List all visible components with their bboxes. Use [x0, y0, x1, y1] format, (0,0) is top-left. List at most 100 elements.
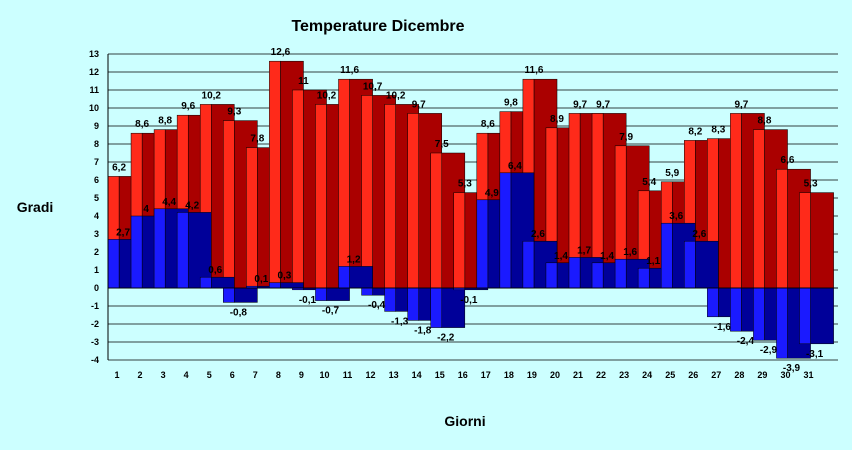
x-tick-label: 5 [207, 370, 212, 380]
min-data-label: 0,1 [254, 274, 268, 285]
x-tick-label: 1 [114, 370, 119, 380]
x-tick-label: 12 [366, 370, 376, 380]
y-tick-label: -3 [91, 337, 99, 347]
min-data-label: 1,1 [646, 256, 660, 267]
chart-title: Temperature Dicembre [291, 18, 464, 35]
max-data-label: 9,8 [504, 98, 518, 109]
x-tick-label: 19 [527, 370, 537, 380]
x-tick-label: 20 [550, 370, 560, 380]
y-tick-label: 7 [94, 157, 99, 167]
y-tick-label: -1 [91, 301, 99, 311]
min-data-label: 1,4 [600, 251, 614, 262]
x-tick-label: 7 [253, 370, 258, 380]
max-data-label: 9,6 [181, 101, 195, 112]
min-data-label: 0,3 [277, 271, 291, 282]
min-data-label: 1,4 [554, 251, 568, 262]
y-tick-label: 10 [89, 103, 99, 113]
y-tick-label: 5 [94, 193, 99, 203]
max-data-label: 7,9 [619, 132, 633, 143]
y-tick-label: 12 [89, 67, 99, 77]
y-tick-label: 11 [89, 85, 99, 95]
max-data-label: 5,3 [804, 179, 818, 190]
min-data-label: -3,1 [806, 349, 824, 360]
min-bar [223, 287, 258, 303]
x-tick-label: 10 [319, 370, 329, 380]
x-tick-label: 13 [389, 370, 399, 380]
min-data-label: 2,7 [116, 227, 130, 238]
min-data-label: -1,3 [391, 316, 409, 327]
max-data-label: 8,9 [550, 114, 564, 125]
max-data-label: 6,6 [781, 155, 795, 166]
x-tick-label: 4 [184, 370, 189, 380]
y-tick-label: 1 [94, 265, 99, 275]
min-data-label: -0,1 [299, 295, 317, 306]
max-data-label: 8,3 [711, 125, 725, 136]
min-data-label: -1,6 [714, 322, 732, 333]
y-tick-label: 13 [89, 49, 99, 59]
x-tick-label: 9 [299, 370, 304, 380]
min-data-label: 4,2 [185, 200, 199, 211]
min-data-label: -1,8 [414, 325, 432, 336]
max-data-label: 9,7 [573, 99, 587, 110]
x-tick-label: 16 [458, 370, 468, 380]
max-data-label: 6,2 [112, 162, 126, 173]
x-tick-label: 15 [435, 370, 445, 380]
min-data-label: 1,7 [577, 245, 591, 256]
min-data-label: 2,6 [692, 229, 706, 240]
x-tick-label: 26 [688, 370, 698, 380]
min-data-label: -2,2 [437, 333, 455, 344]
min-data-label: -0,7 [322, 306, 340, 317]
max-data-label: 8,6 [135, 119, 149, 130]
x-tick-label: 14 [412, 370, 422, 380]
y-axis-title: Gradi [17, 199, 54, 215]
x-tick-label: 3 [161, 370, 166, 380]
max-data-label: 5,4 [642, 177, 656, 188]
min-data-label: 4 [143, 204, 149, 215]
y-tick-label: -2 [91, 319, 99, 329]
min-bar [684, 240, 719, 289]
y-tick-label: 3 [94, 229, 99, 239]
min-bar [269, 282, 304, 289]
x-tick-label: 11 [343, 370, 353, 380]
x-tick-label: 28 [734, 370, 744, 380]
x-tick-label: 18 [504, 370, 514, 380]
x-tick-label: 21 [573, 370, 583, 380]
max-data-label: 9,7 [596, 99, 610, 110]
min-data-label: -0,1 [460, 295, 478, 306]
max-data-label: 10,2 [317, 90, 337, 101]
y-tick-label: 9 [94, 121, 99, 131]
min-data-label: -0,8 [230, 307, 248, 318]
x-tick-label: 17 [481, 370, 491, 380]
max-data-label: 11,6 [340, 65, 359, 76]
max-data-label: 8,8 [758, 116, 772, 127]
max-data-label: 12,6 [271, 47, 291, 58]
max-bar [799, 192, 834, 289]
y-tick-label: 2 [94, 247, 99, 257]
max-data-label: 9,3 [227, 107, 241, 118]
min-data-label: 1,2 [347, 254, 361, 265]
max-data-label: 9,7 [734, 99, 748, 110]
min-data-label: -2,4 [737, 336, 755, 347]
max-data-label: 9,7 [412, 99, 426, 110]
min-data-label: -3,9 [783, 363, 801, 374]
min-bar [338, 266, 373, 289]
y-tick-label: -4 [91, 355, 99, 365]
min-bar [176, 212, 212, 289]
min-bar [315, 287, 350, 301]
y-tick-label: 8 [94, 139, 99, 149]
x-tick-label: 23 [619, 370, 629, 380]
x-tick-label: 27 [711, 370, 721, 380]
min-data-label: 3,6 [669, 211, 683, 222]
max-data-label: 8,2 [688, 126, 702, 137]
x-tick-label: 24 [642, 370, 652, 380]
min-bar [799, 287, 834, 345]
x-tick-label: 6 [230, 370, 235, 380]
min-data-label: -0,4 [368, 300, 386, 311]
x-tick-label: 30 [780, 370, 790, 380]
x-axis-title: Giorni [444, 413, 485, 429]
max-data-label: 10,2 [386, 90, 406, 101]
max-data-label: 7,5 [435, 139, 449, 150]
